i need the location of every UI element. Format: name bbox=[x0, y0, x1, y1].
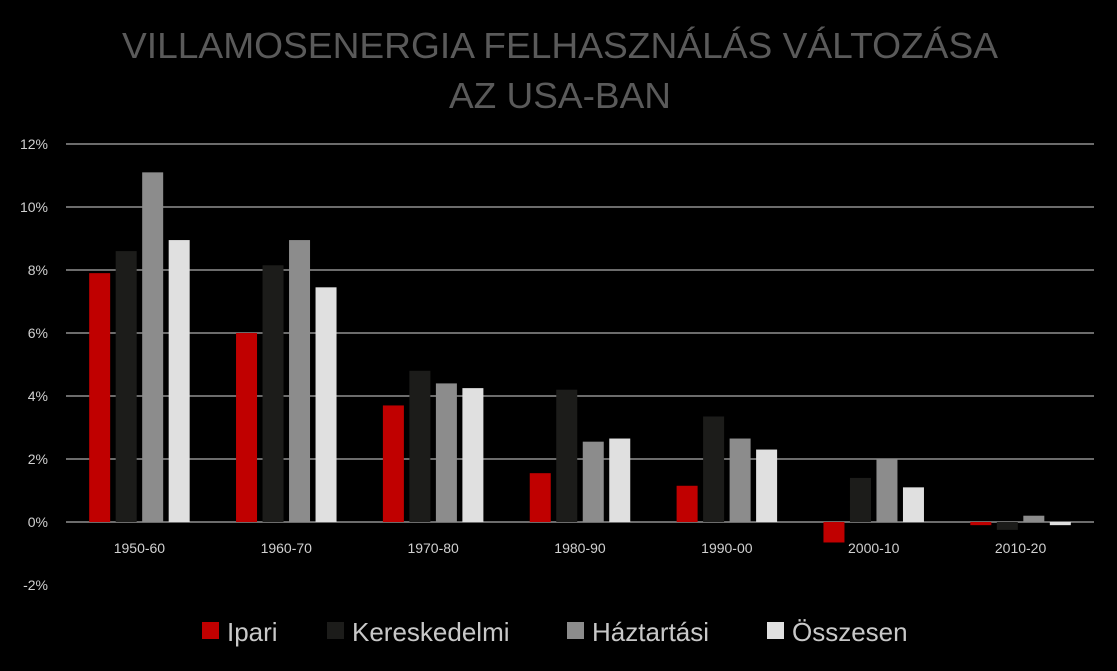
bar-háztartási-1960-70 bbox=[289, 240, 311, 522]
bar-ipari-1950-60 bbox=[89, 273, 111, 522]
bar-összesen-1980-90 bbox=[609, 438, 631, 522]
bar-összesen-1950-60 bbox=[168, 240, 190, 522]
bar-háztartási-1980-90 bbox=[582, 441, 604, 522]
x-tick-label: 1990-00 bbox=[701, 540, 753, 556]
bar-háztartási-1990-00 bbox=[729, 438, 751, 522]
y-axis-ticks: -2% 0% 2% 4% 6% 8% 10% 12% bbox=[20, 136, 48, 593]
bars bbox=[89, 172, 1071, 543]
bar-kereskedelmi-2010-20 bbox=[996, 522, 1018, 530]
y-tick-label: 4% bbox=[28, 388, 48, 404]
bar-kereskedelmi-1960-70 bbox=[262, 265, 284, 522]
chart-title: VILLAMOSENERGIA FELHASZNÁLÁS VÁLTOZÁSA bbox=[122, 25, 998, 66]
x-tick-label: 1970-80 bbox=[407, 540, 459, 556]
legend-swatch bbox=[767, 622, 784, 639]
x-tick-label: 2000-10 bbox=[848, 540, 900, 556]
legend-label: Összesen bbox=[792, 617, 908, 647]
bar-kereskedelmi-1980-90 bbox=[556, 389, 578, 522]
bar-ipari-1960-70 bbox=[236, 333, 258, 522]
y-tick-label: 6% bbox=[28, 325, 48, 341]
chart-subtitle: AZ USA-BAN bbox=[449, 75, 671, 116]
y-tick-label: -2% bbox=[23, 577, 48, 593]
bar-kereskedelmi-1950-60 bbox=[115, 251, 137, 522]
bar-összesen-1970-80 bbox=[462, 388, 484, 522]
bar-háztartási-1950-60 bbox=[142, 172, 164, 522]
legend-label: Háztartási bbox=[592, 617, 709, 647]
bar-összesen-1990-00 bbox=[756, 449, 778, 522]
legend-item-ipari: Ipari bbox=[202, 617, 278, 647]
legend-swatch bbox=[202, 622, 219, 639]
legend-item-háztartási: Háztartási bbox=[567, 617, 709, 647]
y-tick-label: 12% bbox=[20, 136, 48, 152]
x-axis-ticks: 1950-60 1960-70 1970-80 1980-90 1990-00 2000-… bbox=[114, 540, 1047, 556]
bar-ipari-2010-20 bbox=[970, 522, 992, 526]
legend-swatch bbox=[327, 622, 344, 639]
bar-összesen-2000-10 bbox=[902, 487, 924, 522]
legend: Ipari Kereskedelmi Háztartási Összesen bbox=[202, 617, 908, 647]
bar-háztartási-2000-10 bbox=[876, 459, 898, 522]
bar-ipari-2000-10 bbox=[823, 522, 845, 543]
x-tick-label: 1960-70 bbox=[261, 540, 313, 556]
legend-item-kereskedelmi: Kereskedelmi bbox=[327, 617, 510, 647]
legend-swatch bbox=[567, 622, 584, 639]
x-tick-label: 1980-90 bbox=[554, 540, 606, 556]
bar-háztartási-2010-20 bbox=[1023, 515, 1045, 522]
bar-kereskedelmi-1970-80 bbox=[409, 370, 431, 522]
bar-összesen-2010-20 bbox=[1049, 522, 1071, 526]
bar-ipari-1970-80 bbox=[382, 405, 404, 522]
legend-label: Kereskedelmi bbox=[352, 617, 510, 647]
x-tick-label: 2010-20 bbox=[995, 540, 1047, 556]
y-tick-label: 0% bbox=[28, 514, 48, 530]
legend-label: Ipari bbox=[227, 617, 278, 647]
x-tick-label: 1950-60 bbox=[114, 540, 166, 556]
bar-kereskedelmi-1990-00 bbox=[703, 416, 725, 522]
legend-item-összesen: Összesen bbox=[767, 617, 908, 647]
y-tick-label: 8% bbox=[28, 262, 48, 278]
y-tick-label: 2% bbox=[28, 451, 48, 467]
bar-összesen-1960-70 bbox=[315, 287, 337, 522]
bar-ipari-1980-90 bbox=[529, 473, 551, 522]
bar-kereskedelmi-2000-10 bbox=[849, 477, 871, 522]
y-tick-label: 10% bbox=[20, 199, 48, 215]
bar-ipari-1990-00 bbox=[676, 485, 698, 522]
bar-háztartási-1970-80 bbox=[435, 383, 457, 522]
